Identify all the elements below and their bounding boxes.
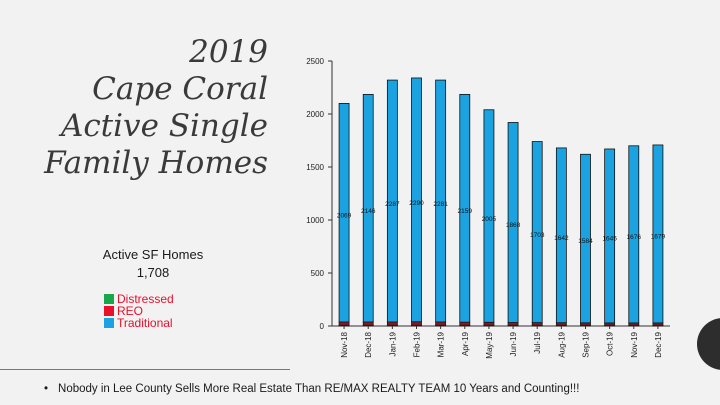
x-tick-label: Apr-19 — [461, 331, 470, 356]
y-tick-label: 0 — [320, 322, 325, 331]
bar-base-band — [435, 321, 446, 326]
x-tick-label: Jan-19 — [388, 331, 397, 356]
legend-item-traditional: Traditional — [104, 317, 174, 329]
data-label: 1679 — [651, 233, 666, 240]
bullet-icon: • — [44, 383, 49, 395]
corner-decoration — [697, 318, 720, 370]
data-label: 2281 — [433, 201, 448, 208]
data-label: 2290 — [409, 200, 424, 207]
footer-divider — [0, 369, 290, 370]
x-tick-label: Dec-19 — [654, 331, 663, 357]
y-tick-label: 2500 — [306, 57, 324, 66]
data-label: 2146 — [361, 208, 376, 215]
y-tick-label: 1000 — [306, 216, 324, 225]
legend-swatch-distressed — [104, 294, 114, 304]
bar-base-band — [604, 322, 615, 326]
title-line-4: Family Homes — [44, 145, 268, 181]
legend-item-reo: REO — [104, 305, 174, 317]
x-tick-label: May-19 — [485, 331, 494, 358]
data-label: 1676 — [627, 234, 642, 241]
title-line-3: Active Single — [60, 108, 268, 144]
summary-value: 1,708 — [136, 265, 170, 280]
legend-label-reo: REO — [117, 304, 144, 318]
bar-base-band — [556, 322, 567, 326]
x-tick-label: Feb-19 — [413, 331, 422, 357]
legend-label-distressed: Distressed — [117, 292, 174, 306]
summary-box: Active SF Homes 1,708 — [88, 246, 218, 282]
bar-base-band — [363, 321, 374, 326]
x-tick-label: Mar-19 — [437, 331, 446, 357]
legend-label-traditional: Traditional — [117, 316, 173, 330]
x-tick-label: Oct-19 — [606, 331, 615, 356]
x-tick-label: Jul-19 — [533, 331, 542, 353]
x-tick-label: Sep-19 — [582, 331, 591, 357]
data-label: 2287 — [385, 201, 400, 208]
summary-label: Active SF Homes — [102, 247, 204, 262]
data-label: 1642 — [554, 235, 569, 242]
bar-base-band — [628, 322, 639, 326]
footer-text: Nobody in Lee County Sells More Real Est… — [58, 383, 580, 395]
x-tick-label: Aug-19 — [557, 331, 566, 357]
data-label: 1645 — [602, 235, 617, 242]
data-label: 2005 — [482, 216, 497, 223]
y-tick-label: 1500 — [306, 163, 324, 172]
bar-base-band — [580, 322, 591, 326]
title-line-1: 2019 — [189, 34, 268, 70]
bar-base-band — [483, 322, 494, 326]
legend-swatch-traditional — [104, 318, 114, 328]
data-label: 2069 — [337, 213, 352, 220]
y-tick-label: 500 — [311, 269, 325, 278]
slide-title: 2019 Cape Coral Active Single Family Hom… — [10, 34, 268, 182]
chart-legend: Distressed REO Traditional — [104, 293, 174, 329]
legend-swatch-reo — [104, 306, 114, 316]
data-label: 1703 — [530, 232, 545, 239]
y-tick-label: 2000 — [306, 110, 324, 119]
title-line-2: Cape Coral — [92, 71, 268, 107]
x-tick-label: Dec-18 — [364, 331, 373, 357]
footer-note: • Nobody in Lee County Sells More Real Es… — [44, 383, 579, 395]
legend-item-distressed: Distressed — [104, 293, 174, 305]
bar-base-band — [532, 322, 543, 326]
bar-base-band — [459, 322, 470, 326]
bar-base-band — [411, 321, 422, 326]
data-label: 1868 — [506, 222, 521, 229]
data-label: 1584 — [578, 238, 593, 245]
x-tick-label: Jun-19 — [509, 331, 518, 356]
x-tick-label: Nov-19 — [630, 331, 639, 357]
bar-base-band — [339, 321, 350, 326]
bar-base-band — [652, 322, 663, 326]
bar-base-band — [508, 322, 519, 326]
data-label: 2159 — [458, 208, 473, 215]
stacked-bar-chart: 0 500 1000 1500 2000 2500 2069 Nov-18 2146 Dec-18… — [306, 57, 670, 359]
bar-base-band — [387, 321, 398, 326]
x-tick-label: Nov-18 — [340, 331, 349, 357]
